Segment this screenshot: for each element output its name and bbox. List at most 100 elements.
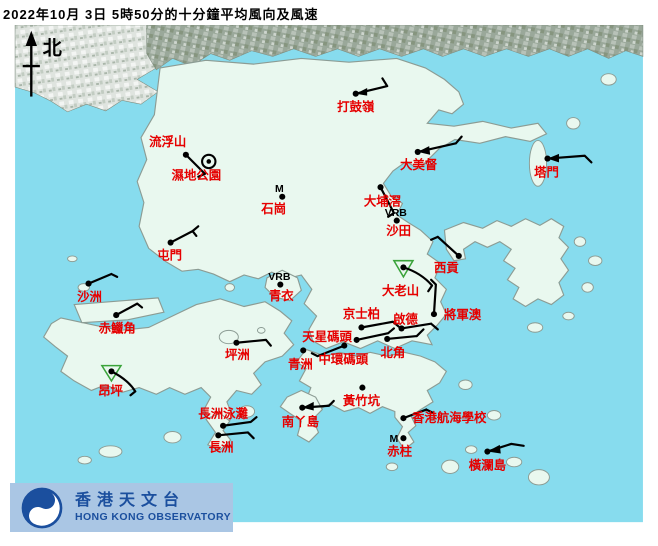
station-dot xyxy=(220,422,227,429)
wind-barb-icon xyxy=(355,327,395,341)
station-label: 大埔滘 xyxy=(364,193,401,208)
station-label: 石崗 xyxy=(260,201,286,216)
wind-barb-icon xyxy=(221,416,258,427)
station-dot xyxy=(358,324,365,331)
station-cheung-chau: 長洲 xyxy=(209,431,255,455)
station-dot xyxy=(414,148,421,155)
station-label: 北角 xyxy=(381,345,406,360)
station-dot xyxy=(430,311,438,318)
small-island xyxy=(527,469,550,486)
wind-flag-label: M xyxy=(275,184,284,195)
station-dot xyxy=(400,415,407,422)
north-label: 北 xyxy=(43,38,62,60)
station-dot xyxy=(384,335,391,342)
wind-barb-icon xyxy=(110,370,137,397)
title-bar: 2022年10月 3日 5時50分的十分鐘平均風向及風速 xyxy=(0,0,658,25)
station-kings-park: 京士柏 xyxy=(343,306,400,331)
station-stanley: 赤柱M xyxy=(387,434,412,458)
station-tseung-kwan-o: 將軍澳 xyxy=(430,278,482,322)
station-label: 赤柱 xyxy=(387,443,412,458)
station-label: 塔門 xyxy=(534,165,559,180)
station-dot xyxy=(108,368,115,375)
station-dot xyxy=(400,264,407,271)
small-island xyxy=(218,329,239,345)
wind-flag-label: M xyxy=(390,434,399,445)
station-label: 青洲 xyxy=(288,357,313,372)
small-island xyxy=(566,117,581,130)
station-dot xyxy=(215,432,222,439)
station-hk-sea-school: 香港航海學校 xyxy=(400,408,487,425)
small-island xyxy=(441,459,460,474)
station-label: 啟德 xyxy=(393,312,418,327)
small-island xyxy=(67,255,78,263)
hko-logo-chinese-name: 香港天文台 xyxy=(75,491,186,509)
north-arrow-icon: 北 xyxy=(22,30,62,97)
wind-arrowhead-icon xyxy=(417,146,431,155)
station-label: 濕地公園 xyxy=(172,168,222,183)
station-label: 坪洲 xyxy=(225,348,250,362)
station-sha-chau: 沙洲 xyxy=(77,272,119,304)
station-dot xyxy=(206,159,212,164)
station-star-ferry: 天星碼頭 xyxy=(302,327,395,344)
small-island xyxy=(98,445,123,458)
station-dot xyxy=(377,184,384,191)
small-island xyxy=(464,445,478,454)
station-dot xyxy=(455,252,462,259)
wind-barb-icon xyxy=(169,225,200,244)
station-dot xyxy=(359,384,366,391)
station-label: 大老山 xyxy=(382,283,419,298)
station-label: 長洲泳灘 xyxy=(198,406,248,421)
wind-barb-icon xyxy=(87,272,119,285)
station-label: 中環碼頭 xyxy=(319,352,369,367)
station-tap-mun: 塔門 xyxy=(534,153,593,180)
station-tuen-mun: 屯門 xyxy=(157,225,200,263)
satellite-background-layer xyxy=(14,25,644,113)
hko-logo-badge-icon xyxy=(21,487,63,528)
station-tsing-yi: 青衣 VRB xyxy=(268,272,294,303)
station-green-island: 青洲 xyxy=(288,347,313,372)
small-island xyxy=(224,283,236,292)
station-dot xyxy=(341,342,348,349)
station-shek-kong: 石崗 M xyxy=(260,184,286,216)
landmass-new-territories-kowloon xyxy=(136,57,548,350)
station-label: 京士柏 xyxy=(343,306,380,321)
station-cheung-chau-beach: 長洲泳灘 xyxy=(198,406,258,429)
landmass-cheung-chau-island xyxy=(205,412,232,451)
wind-barb-icon xyxy=(430,235,460,258)
small-island xyxy=(581,282,594,293)
calm-wind-icon xyxy=(201,153,217,170)
station-dot xyxy=(300,347,307,354)
wind-barb-icon xyxy=(360,320,400,329)
small-island xyxy=(256,327,266,334)
station-sai-kung: 西貢 xyxy=(430,235,462,275)
station-label: 長洲 xyxy=(209,440,234,455)
station-label: 橫瀾島 xyxy=(469,458,506,473)
small-island xyxy=(600,73,617,86)
station-dot xyxy=(299,404,306,411)
station-lamma-island: 南丫島 xyxy=(282,399,335,429)
station-label: 大美督 xyxy=(400,157,438,172)
station-dot xyxy=(233,339,240,346)
wind-barb-icon xyxy=(379,186,395,218)
station-lau-fau-shan: 流浮山 xyxy=(149,134,207,178)
small-island xyxy=(506,456,523,468)
station-label: 沙洲 xyxy=(77,290,102,304)
station-dot xyxy=(167,239,174,246)
station-label: 西貢 xyxy=(434,261,459,275)
station-tai-mei-tuk: 大美督 xyxy=(400,135,463,172)
station-label: 沙田 xyxy=(386,224,411,238)
station-dot xyxy=(544,155,551,162)
station-north-point: 北角 xyxy=(381,328,425,360)
station-sha-tin: 沙田 VRB xyxy=(385,208,411,238)
station-dot xyxy=(279,193,286,200)
station-chek-lap-kok: 赤鱲角 xyxy=(99,302,144,335)
station-dot xyxy=(400,435,407,442)
small-island xyxy=(528,139,548,187)
station-peng-chau: 坪洲 xyxy=(225,338,272,362)
wind-barb-icon xyxy=(402,408,434,420)
small-island xyxy=(77,455,92,465)
hko-logo-english-name: HONG KONG OBSERVATORY xyxy=(75,510,231,523)
